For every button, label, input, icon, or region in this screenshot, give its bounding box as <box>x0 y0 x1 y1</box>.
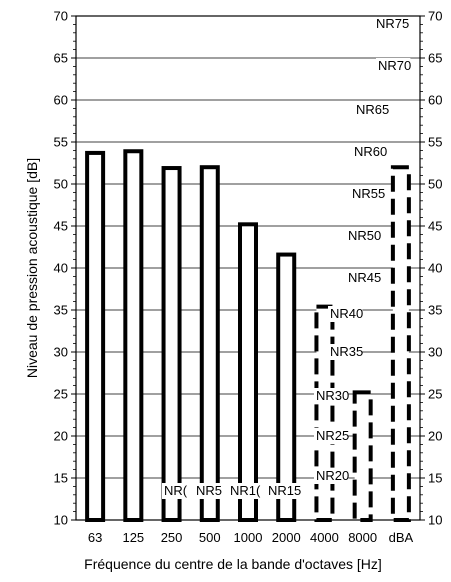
nr-label-NR45: NR45 <box>348 270 381 285</box>
nr-label-bg <box>346 270 381 286</box>
nr-label-bg <box>374 16 409 32</box>
nr-label-NR65: NR65 <box>356 102 389 117</box>
x-axis-label: Fréquence du centre de la bande d'octave… <box>84 556 382 572</box>
bar-63 <box>85 150 106 522</box>
nr-label-NR35: NR35 <box>330 344 363 359</box>
nr-label-NR20: NR20 <box>316 468 349 483</box>
nr-label-bg <box>328 306 363 322</box>
x-tick-label-4000: 4000 <box>310 530 339 545</box>
y-tick-label-left-10: 10 <box>54 513 68 528</box>
nr-label-NR75: NR75 <box>376 16 409 31</box>
y-tick-label-right-40: 40 <box>428 261 442 276</box>
bar-dBA <box>390 165 411 522</box>
y-tick-label-left-15: 15 <box>54 471 68 486</box>
bar-2000 <box>276 252 297 522</box>
nr-curve-labels: NR( NR5 NR1( NR15 NR20 NR25 NR30 NR35 NR40 NR45 NR… <box>162 16 411 499</box>
y-tick-label-right-30: 30 <box>428 345 442 360</box>
axis-ticks: 10 10 15 15 20 20 25 25 30 30 35 35 40 40 45 45 50 50 55 55… <box>54 9 443 546</box>
y-tick-label-right-50: 50 <box>428 177 442 192</box>
y-tick-label-left-65: 65 <box>54 51 68 66</box>
nr-label-bg <box>314 428 349 444</box>
y-tick-label-right-10: 10 <box>428 513 442 528</box>
nr-label-NR40: NR40 <box>330 306 363 321</box>
bar-4000 <box>314 304 335 523</box>
bar-125 <box>123 149 144 523</box>
nr-label-bg <box>314 388 349 404</box>
y-tick-label-left-60: 60 <box>54 93 68 108</box>
nr-label-bg <box>328 344 363 360</box>
x-tick-label-63: 63 <box>88 530 102 545</box>
y-tick-label-right-25: 25 <box>428 387 442 402</box>
x-tick-label-8000: 8000 <box>348 530 377 545</box>
x-tick-label-250: 250 <box>161 530 183 545</box>
nr-label-NR15: NR15 <box>268 483 301 498</box>
y-tick-label-right-65: 65 <box>428 51 442 66</box>
y-tick-label-right-15: 15 <box>428 471 442 486</box>
y-tick-label-left-70: 70 <box>54 9 68 24</box>
y-tick-label-left-35: 35 <box>54 303 68 318</box>
y-tick-label-right-60: 60 <box>428 93 442 108</box>
bar-1000 <box>238 222 258 522</box>
nr-label-bg <box>350 186 385 202</box>
y-tick-label-right-35: 35 <box>428 303 442 318</box>
y-tick-label-left-40: 40 <box>54 261 68 276</box>
x-tick-label-125: 125 <box>122 530 144 545</box>
nr-label-bg <box>162 483 189 499</box>
x-tick-label-500: 500 <box>199 530 221 545</box>
y-tick-label-left-20: 20 <box>54 429 68 444</box>
bar-250 <box>161 166 182 522</box>
nr-label-NR5: NR5 <box>196 483 222 498</box>
nr-label-bg <box>376 58 411 74</box>
x-tick-label-1000: 1000 <box>234 530 263 545</box>
y-tick-label-right-55: 55 <box>428 135 442 150</box>
nr-label-bg <box>228 483 263 499</box>
nr-label-bg <box>354 102 389 118</box>
x-tick-label-2000: 2000 <box>272 530 301 545</box>
nr-label-NR10: NR1( <box>230 483 261 498</box>
nr-label-NR50: NR50 <box>348 228 381 243</box>
bar-500 <box>199 165 220 522</box>
y-tick-label-right-45: 45 <box>428 219 442 234</box>
nr-label-bg <box>346 228 381 244</box>
bars <box>85 149 411 523</box>
nr-label-bg <box>266 483 301 499</box>
nr-label-NR0: NR( <box>164 483 188 498</box>
nr-label-NR25: NR25 <box>316 428 349 443</box>
y-axis-label: Niveau de pression acoustique [dB] <box>24 158 40 378</box>
y-tick-label-left-55: 55 <box>54 135 68 150</box>
y-tick-label-left-50: 50 <box>54 177 68 192</box>
y-tick-label-left-25: 25 <box>54 387 68 402</box>
bar-8000 <box>352 390 373 523</box>
nr-label-NR70: NR70 <box>378 58 411 73</box>
y-tick-label-right-20: 20 <box>428 429 442 444</box>
nr-label-NR60: NR60 <box>354 144 387 159</box>
nr-label-bg <box>352 144 387 160</box>
nr-label-bg <box>194 483 221 499</box>
y-tick-label-left-30: 30 <box>54 345 68 360</box>
nr-label-NR55: NR55 <box>352 186 385 201</box>
nr-label-bg <box>314 468 349 484</box>
y-tick-label-left-45: 45 <box>54 219 68 234</box>
nr-label-NR30: NR30 <box>316 388 349 403</box>
y-tick-label-right-70: 70 <box>428 9 442 24</box>
x-tick-label-dBA: dBA <box>389 530 414 545</box>
